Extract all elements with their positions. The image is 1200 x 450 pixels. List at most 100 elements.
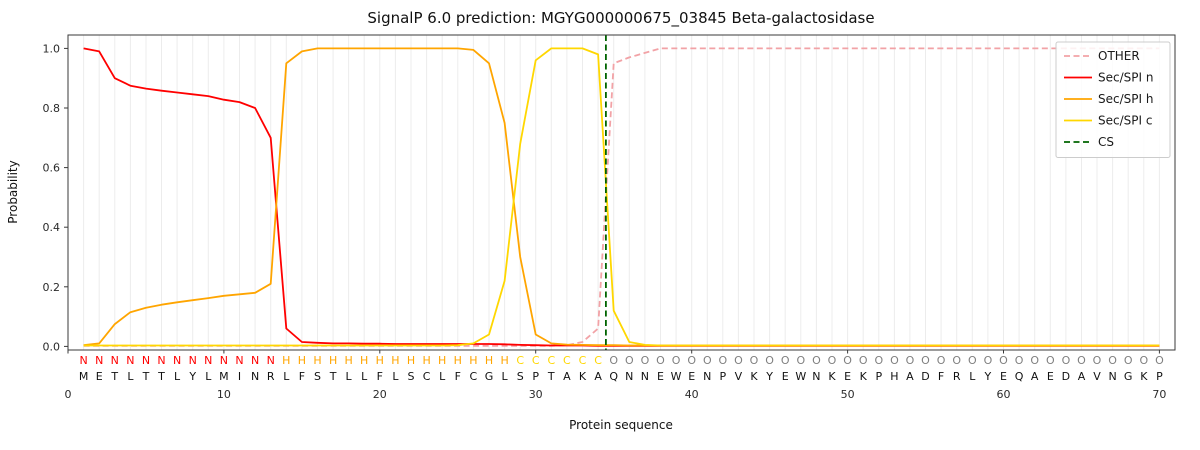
region-label: O (874, 354, 883, 367)
axes-ticks: 0.0 0.2 0.4 0.6 0.8 1.0 0 10 20 30 40 50 60 70 (43, 42, 1167, 401)
x-axis-label: Protein sequence (569, 418, 673, 432)
region-label: O (1108, 354, 1117, 367)
region-label: N (142, 354, 150, 367)
region-label: H (485, 354, 493, 367)
region-label: O (625, 354, 634, 367)
residue-letter: H (890, 370, 898, 383)
chart-title: SignalP 6.0 prediction: MGYG000000675_03… (367, 9, 874, 28)
residue-letter: L (439, 370, 446, 383)
region-label: O (1155, 354, 1164, 367)
residue-letter: D (1062, 370, 1070, 383)
residue-letter: G (485, 370, 494, 383)
gridlines (83, 35, 1160, 350)
series-line-sec-spi-c (83, 47, 1160, 347)
region-label: H (500, 354, 508, 367)
residue-letter: L (283, 370, 290, 383)
region-label: N (95, 354, 103, 367)
residue-letter: K (750, 370, 758, 383)
region-label: N (79, 354, 87, 367)
residue-letter: K (579, 370, 587, 383)
residue-letter: W (795, 370, 806, 383)
region-label: O (890, 354, 899, 367)
region-label: N (267, 354, 275, 367)
x-tick-label: 50 (841, 388, 855, 401)
region-label: N (157, 354, 165, 367)
region-label: O (968, 354, 977, 367)
residue-letter: E (844, 370, 851, 383)
region-label: O (828, 354, 837, 367)
residue-letter: F (299, 370, 305, 383)
region-label: O (843, 354, 852, 367)
region-label: N (173, 354, 181, 367)
residue-letter: T (329, 370, 337, 383)
region-label: O (1062, 354, 1071, 367)
region-label: O (999, 354, 1008, 367)
residue-letter: A (1078, 370, 1086, 383)
y-tick-label: 0.8 (43, 102, 61, 115)
legend-label: Sec/SPI h (1098, 92, 1153, 106)
region-label: C (563, 354, 571, 367)
residue-letter: F (938, 370, 944, 383)
residue-letter: P (719, 370, 726, 383)
residue-letter: Y (765, 370, 773, 383)
region-label: O (1139, 354, 1148, 367)
residue-letter: K (828, 370, 836, 383)
region-label: O (812, 354, 821, 367)
residue-letter: L (502, 370, 509, 383)
region-label: O (781, 354, 790, 367)
residue-letter: I (238, 370, 241, 383)
legend-item-cs: CS (1064, 135, 1114, 149)
region-label: C (547, 354, 555, 367)
residue-letter: E (657, 370, 664, 383)
region-label: N (251, 354, 259, 367)
region-label: O (718, 354, 727, 367)
region-label: H (360, 354, 368, 367)
residue-letter: N (641, 370, 649, 383)
region-label: O (641, 354, 650, 367)
residue-letter: G (1124, 370, 1133, 383)
region-label: C (594, 354, 602, 367)
residue-letter: E (96, 370, 103, 383)
residue-letter: L (127, 370, 134, 383)
series-line-other (83, 47, 1160, 347)
residue-letter: K (1140, 370, 1148, 383)
region-label: O (687, 354, 696, 367)
region-label: N (220, 354, 228, 367)
plot-layers: 0.00.20.40.60.81.00 10 20 30 40 50 60 70NMNENTN… (43, 34, 1176, 401)
legend-item-sec-spi-c: Sec/SPI c (1064, 114, 1152, 128)
residue-letter: T (110, 370, 118, 383)
residue-letter: C (423, 370, 431, 383)
residue-letter: N (812, 370, 820, 383)
residue-letter: T (142, 370, 150, 383)
region-label: O (609, 354, 618, 367)
residue-letter: R (953, 370, 961, 383)
residue-letter: E (782, 370, 789, 383)
region-label: O (984, 354, 993, 367)
region-label: H (282, 354, 290, 367)
residue-letter: N (625, 370, 633, 383)
y-axis-label: Probability (6, 160, 20, 223)
residue-letter: P (532, 370, 539, 383)
residue-letter: S (517, 370, 524, 383)
residue-letter: E (688, 370, 695, 383)
y-tick-label: 0.4 (43, 221, 61, 234)
region-label: H (298, 354, 306, 367)
series-line-sec-spi-n (83, 47, 1160, 347)
residue-letter: K (860, 370, 868, 383)
residue-letter: E (1000, 370, 1007, 383)
legend-label: CS (1098, 135, 1114, 149)
region-label: O (921, 354, 930, 367)
region-label: H (407, 354, 415, 367)
region-label: C (579, 354, 587, 367)
residue-letter: L (346, 370, 353, 383)
region-label: H (313, 354, 321, 367)
region-label: H (329, 354, 337, 367)
region-label: O (1030, 354, 1039, 367)
x-tick-label: 0 (65, 388, 72, 401)
residue-letter: M (219, 370, 229, 383)
x-tick-label: 70 (1152, 388, 1166, 401)
y-tick-label: 1.0 (43, 42, 61, 55)
residue-letter: A (563, 370, 571, 383)
residue-letter: R (267, 370, 275, 383)
residue-letter: Y (188, 370, 196, 383)
